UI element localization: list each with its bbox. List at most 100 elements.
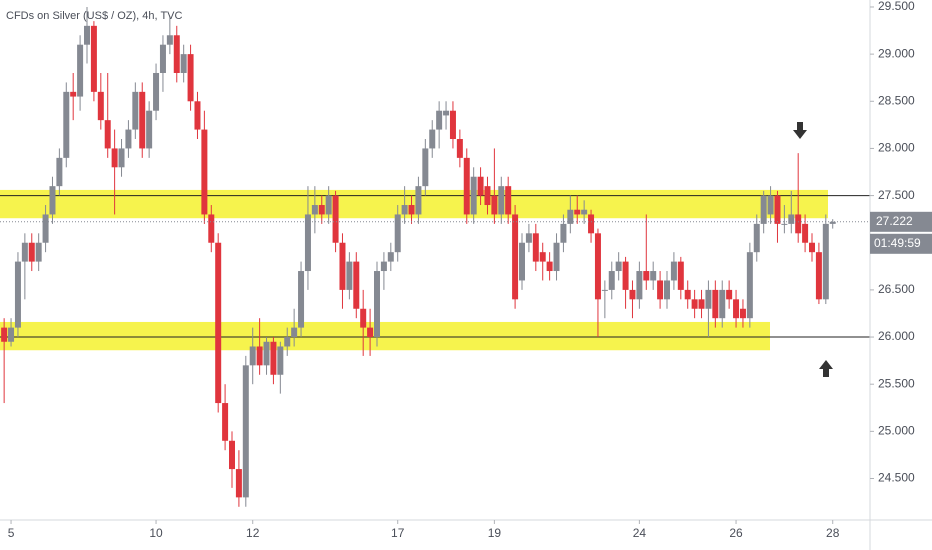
- candle-body: [201, 129, 208, 215]
- candle-body: [187, 54, 194, 102]
- candle-body: [1, 327, 8, 342]
- candle-body: [235, 469, 242, 498]
- candle-body: [97, 91, 104, 121]
- x-tick-label: 10: [149, 526, 163, 540]
- candle-body: [449, 110, 456, 140]
- candle-body: [733, 299, 740, 319]
- candle-body: [615, 261, 622, 272]
- candle-body: [712, 289, 719, 319]
- x-tick-label: 24: [633, 526, 647, 540]
- candle-body: [56, 157, 63, 187]
- candle-body: [588, 214, 595, 234]
- candle-body: [443, 110, 450, 116]
- candle-body: [139, 91, 146, 149]
- candle-body: [104, 120, 111, 149]
- y-tick-label: 26.500: [878, 282, 915, 296]
- candle-body: [49, 186, 56, 215]
- candle-body: [42, 214, 49, 243]
- candle-body: [325, 195, 332, 215]
- candle-body: [90, 25, 97, 92]
- candle-body: [546, 261, 553, 272]
- candle-body: [691, 299, 698, 309]
- arrow-down: [793, 122, 807, 139]
- candle-body: [829, 221, 836, 224]
- candle-body: [525, 233, 532, 243]
- candle-body: [512, 214, 519, 300]
- y-tick-label: 29.000: [878, 46, 915, 60]
- support-resistance-zone: [0, 321, 770, 351]
- candle-body: [222, 403, 229, 441]
- candle-body: [532, 233, 539, 262]
- y-tick-label: 25.000: [878, 424, 915, 438]
- y-tick-label: 28.000: [878, 141, 915, 155]
- candle-body: [311, 205, 318, 215]
- candle-body: [21, 242, 28, 262]
- x-tick-label: 5: [8, 526, 15, 540]
- arrow-up: [819, 360, 833, 377]
- last-price-box: [870, 211, 932, 232]
- candle-body: [394, 214, 401, 253]
- x-tick-label: 17: [391, 526, 405, 540]
- candle-body: [670, 261, 677, 281]
- candle-body: [601, 289, 608, 291]
- candle-body: [822, 223, 829, 300]
- countdown-label: 01:49:59: [874, 236, 921, 250]
- candle-body: [456, 139, 463, 158]
- candle-body: [291, 327, 298, 338]
- candle-body: [159, 44, 166, 73]
- candle-body: [788, 214, 795, 224]
- y-tick-label: 28.500: [878, 93, 915, 107]
- x-tick-label: 28: [826, 526, 840, 540]
- candle-body: [249, 346, 256, 366]
- candle-body: [77, 44, 84, 97]
- candle-body: [422, 148, 429, 187]
- candle-body: [698, 299, 705, 309]
- candle-body: [8, 327, 15, 342]
- candle-body: [753, 223, 760, 253]
- candle-body: [132, 91, 139, 130]
- candle-body: [436, 110, 443, 130]
- candle-body: [553, 242, 560, 272]
- candle-body: [463, 157, 470, 215]
- candle-body: [215, 242, 222, 404]
- candle-body: [491, 195, 498, 215]
- candle-body: [380, 261, 387, 272]
- candle-body: [760, 195, 767, 224]
- candle-body: [581, 209, 588, 215]
- y-tick-label: 29.500: [878, 0, 915, 13]
- candle-body: [70, 91, 77, 97]
- candle-body: [719, 289, 726, 319]
- candle-body: [505, 186, 512, 215]
- candle-body: [256, 346, 263, 366]
- candle-body: [111, 148, 118, 168]
- candle-body: [567, 209, 574, 224]
- candle-body: [781, 223, 788, 225]
- y-tick-label: 26.000: [878, 329, 915, 343]
- candle-body: [726, 289, 733, 300]
- candle-body: [809, 242, 815, 253]
- candle-body: [629, 289, 636, 300]
- candle-body: [594, 233, 601, 300]
- candle-body: [484, 186, 491, 206]
- candle-body: [408, 205, 415, 215]
- candle-body: [498, 186, 505, 215]
- countdown-box: [870, 233, 932, 254]
- candle-body: [477, 176, 484, 196]
- candle-body: [298, 271, 305, 328]
- candle-body: [28, 242, 35, 262]
- y-tick-label: 25.500: [878, 376, 915, 390]
- candle-body: [360, 308, 367, 328]
- candle-body: [284, 337, 291, 347]
- candle-body: [429, 129, 436, 149]
- candle-body: [84, 25, 90, 45]
- candle-body: [795, 214, 802, 234]
- candle-body: [277, 346, 284, 375]
- candle-body: [146, 110, 153, 149]
- candle-body: [173, 35, 180, 73]
- candle-body: [608, 271, 615, 290]
- candle-body: [746, 252, 753, 319]
- candle-body: [470, 176, 477, 215]
- up-arrow: [819, 360, 833, 377]
- candle-body: [194, 101, 201, 130]
